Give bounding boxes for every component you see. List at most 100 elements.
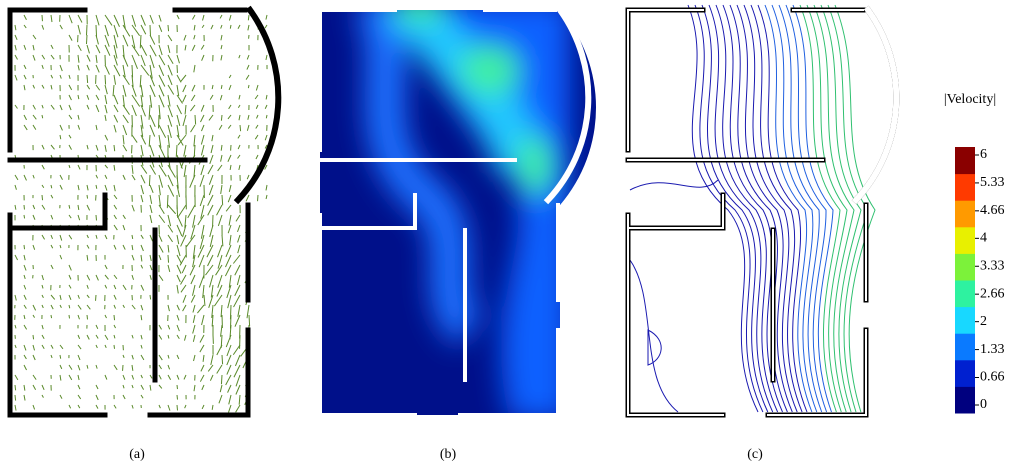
vector <box>177 215 182 227</box>
vector <box>69 265 71 270</box>
caption: (b) <box>440 447 457 462</box>
vector <box>225 265 231 276</box>
vector <box>87 55 90 62</box>
vector <box>228 125 231 129</box>
vector <box>247 125 249 131</box>
vector <box>123 245 125 250</box>
vector <box>208 165 213 174</box>
vector <box>15 385 16 390</box>
vector <box>87 295 89 298</box>
vector <box>195 115 196 125</box>
vector <box>87 105 89 109</box>
vector <box>132 95 140 106</box>
vector <box>24 355 26 359</box>
vector <box>255 95 258 99</box>
vector <box>168 25 169 31</box>
vector <box>141 345 142 349</box>
vector <box>123 285 126 290</box>
vector <box>210 95 213 100</box>
vector <box>229 395 231 404</box>
vector <box>132 85 136 97</box>
vector <box>194 385 195 391</box>
vector <box>105 95 107 104</box>
vector <box>256 105 258 109</box>
vector <box>15 205 16 210</box>
vector <box>96 345 97 348</box>
contour <box>695 5 763 412</box>
vector <box>183 85 186 92</box>
vector <box>78 205 79 210</box>
vector <box>159 335 162 340</box>
vector <box>96 35 98 44</box>
vector <box>132 55 138 69</box>
vector <box>235 265 240 275</box>
vector <box>96 55 97 63</box>
vector <box>168 75 172 85</box>
vector <box>42 235 45 239</box>
vector <box>42 55 45 59</box>
vector <box>69 375 72 380</box>
contour <box>730 5 787 412</box>
walls <box>10 10 278 415</box>
vector <box>159 25 162 32</box>
vector <box>24 255 25 260</box>
vector <box>201 105 204 112</box>
vector <box>194 135 195 146</box>
vector <box>204 295 205 306</box>
vector <box>150 145 154 156</box>
vector <box>168 265 170 272</box>
vector <box>114 95 118 104</box>
vector <box>114 245 116 249</box>
vector <box>24 15 26 20</box>
vector <box>220 95 222 100</box>
vector <box>105 285 107 288</box>
vector <box>123 115 128 123</box>
vector <box>69 15 72 23</box>
vector <box>15 35 17 40</box>
vector <box>200 335 204 343</box>
vector <box>123 375 125 380</box>
vector <box>15 185 16 190</box>
vector <box>159 245 163 252</box>
vector <box>183 305 186 311</box>
vector <box>150 85 155 97</box>
vector <box>184 335 186 341</box>
vector <box>177 115 180 126</box>
vector <box>33 175 34 178</box>
vector <box>177 285 178 293</box>
vector <box>123 35 128 46</box>
vector <box>197 305 204 313</box>
vector <box>69 305 70 308</box>
vector <box>159 195 160 206</box>
colorbar-tick-label: 2.66 <box>980 286 1005 301</box>
vector <box>227 355 231 365</box>
vector <box>105 65 109 75</box>
vector <box>96 235 97 239</box>
vector <box>51 315 52 318</box>
vector <box>221 55 222 60</box>
vector <box>42 145 44 149</box>
vector <box>114 205 117 209</box>
vector <box>105 85 107 94</box>
vector <box>33 35 36 39</box>
contour <box>702 5 768 412</box>
vector <box>178 205 186 217</box>
vector <box>69 275 71 279</box>
vector <box>256 155 258 159</box>
vector <box>78 315 79 319</box>
vector <box>236 385 240 395</box>
colorbar-swatch <box>955 280 975 307</box>
vector <box>177 95 183 103</box>
vector <box>51 305 53 309</box>
vector <box>87 195 88 199</box>
vector <box>182 265 186 273</box>
colorbar-swatch <box>955 253 975 280</box>
vector <box>105 375 107 380</box>
vector <box>168 255 169 263</box>
vector <box>15 75 17 80</box>
vector <box>123 135 124 144</box>
vector <box>78 355 80 360</box>
vector <box>141 265 143 268</box>
vector <box>237 225 240 232</box>
vector <box>191 295 195 302</box>
